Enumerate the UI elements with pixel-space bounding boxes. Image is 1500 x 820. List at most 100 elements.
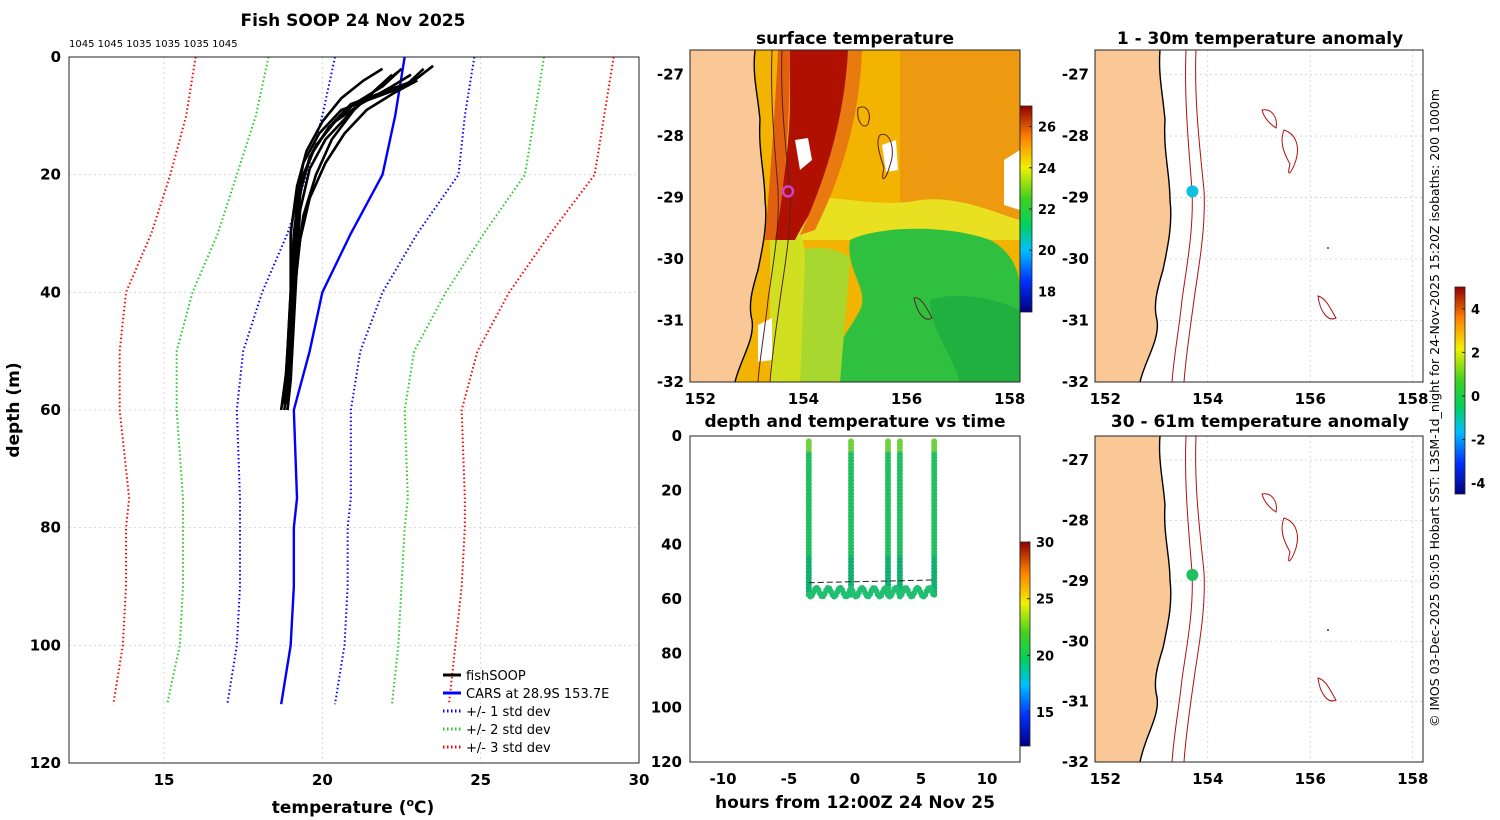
time-xtick-label: -10 bbox=[709, 770, 736, 788]
anomaly-colorbar bbox=[1454, 286, 1466, 495]
std1-high-line bbox=[334, 56, 476, 705]
time-ytick-label: 0 bbox=[672, 427, 682, 445]
anom2-seamount-dot bbox=[1327, 629, 1329, 631]
anom2-seamount-1 bbox=[1261, 493, 1277, 513]
legend-entry: +/- 2 std dev bbox=[466, 723, 551, 738]
map-xtick-label: 152 bbox=[1090, 390, 1121, 408]
sst-coastline bbox=[734, 50, 767, 382]
anom2-seamount-2 bbox=[1281, 517, 1298, 562]
profile-xtick-label: 15 bbox=[154, 771, 175, 789]
map-ytick-label: -32 bbox=[1062, 373, 1089, 391]
time-title: depth and temperature vs time bbox=[705, 412, 1006, 432]
time-ytick-label: 60 bbox=[661, 590, 682, 608]
map-xtick-label: 152 bbox=[685, 390, 716, 408]
map-xtick-label: 158 bbox=[1397, 770, 1428, 788]
anom2-isobath-200 bbox=[1171, 436, 1193, 762]
profile-ytick-label: 80 bbox=[40, 519, 61, 537]
time-xtick-label: 0 bbox=[850, 770, 860, 788]
profile-axes-box bbox=[68, 56, 640, 764]
map-ytick-label: -31 bbox=[657, 312, 684, 330]
std3-low-line bbox=[112, 56, 197, 705]
time-colorbar bbox=[1019, 541, 1031, 747]
profile-legend: fishSOOP CARS at 28.9S 153.7E +/- 1 std de… bbox=[443, 669, 609, 756]
map-ytick-label: -32 bbox=[657, 373, 684, 391]
sst-panel: surface temperature 152 154 156 bbox=[657, 29, 1056, 408]
anom1-seamount-3 bbox=[1317, 295, 1337, 320]
map-xtick-label: 154 bbox=[1192, 390, 1223, 408]
profile-grid bbox=[69, 56, 640, 764]
sst-isobath-1000 bbox=[769, 50, 791, 382]
time-colorbar-ticks: 15 20 25 30 bbox=[1027, 536, 1054, 721]
profile-top-note: 1045 1045 1035 1035 1035 1045 bbox=[69, 39, 238, 50]
colorbar-tick-label: 2 bbox=[1471, 346, 1480, 361]
colorbar-tick-label: 18 bbox=[1038, 285, 1056, 300]
profile-panel: Fish SOOP 24 Nov 2025 1045 1045 1035 103… bbox=[4, 11, 649, 818]
fishsoop-cast-8 bbox=[286, 79, 418, 411]
time-xlabel: hours from 12:00Z 24 Nov 25 bbox=[715, 793, 995, 813]
colorbar-tick-label: 0 bbox=[1471, 390, 1480, 405]
time-xtick-label: 5 bbox=[916, 770, 926, 788]
map-xtick-label: 156 bbox=[891, 390, 922, 408]
map-ytick-label: -29 bbox=[657, 189, 684, 207]
profile-ytick-label: 0 bbox=[51, 48, 61, 66]
anom2-title: 30 - 61m temperature anomaly bbox=[1111, 412, 1409, 432]
time-ytick-label: 100 bbox=[651, 699, 682, 717]
map-ytick-label: -29 bbox=[1062, 572, 1089, 590]
map-xtick-label: 158 bbox=[1397, 390, 1428, 408]
colorbar-tick-label: 20 bbox=[1038, 244, 1056, 259]
time-ytick-label: 80 bbox=[661, 644, 682, 662]
colorbar-tick-label: 30 bbox=[1036, 536, 1054, 551]
tow-track-line bbox=[808, 579, 935, 584]
anom1-seamount-2 bbox=[1281, 129, 1298, 174]
map-ytick-label: -30 bbox=[657, 250, 684, 268]
fishsoop-cast-5 bbox=[286, 73, 393, 411]
sst-coastal-yellow bbox=[770, 208, 805, 382]
map-ytick-label: -31 bbox=[1062, 693, 1089, 711]
anom1-seamount-dot bbox=[1327, 247, 1329, 249]
profile-xlabel: temperature (oC) bbox=[272, 796, 435, 818]
anom1-isobath-200 bbox=[1171, 50, 1193, 382]
map-ytick-label: -30 bbox=[1062, 632, 1089, 650]
fishsoop-cast-1 bbox=[279, 67, 425, 411]
map-ytick-label: -27 bbox=[1062, 66, 1089, 84]
sst-land bbox=[690, 50, 766, 382]
map-ytick-label: -28 bbox=[657, 127, 684, 145]
std3-high-line bbox=[448, 56, 615, 705]
anom1-station-marker bbox=[1186, 185, 1199, 198]
map-xtick-label: 154 bbox=[1192, 770, 1223, 788]
sst-cool-tongue bbox=[930, 295, 1020, 382]
profile-xtick-label: 25 bbox=[470, 771, 491, 789]
legend-entry: +/- 3 std dev bbox=[466, 741, 551, 756]
time-points bbox=[805, 438, 938, 600]
anom1-title: 1 - 30m temperature anomaly bbox=[1117, 29, 1403, 49]
profile-ytick-label: 120 bbox=[30, 754, 61, 772]
map-ytick-label: -28 bbox=[1062, 512, 1089, 530]
sst-eac-outer bbox=[800, 50, 862, 235]
anom2-ticks: 152 154 156 158 -27 -28 -29 -30 -31 -32 bbox=[1062, 451, 1429, 788]
anom2-isobath-1000 bbox=[1183, 436, 1205, 762]
sst-field bbox=[690, 50, 1020, 382]
profile-ytick-label: 20 bbox=[40, 166, 61, 184]
colorbar-tick-label: 26 bbox=[1038, 121, 1056, 136]
map-xtick-label: 156 bbox=[1295, 390, 1326, 408]
time-xtick-label: 10 bbox=[977, 770, 998, 788]
anom1-map bbox=[1095, 50, 1337, 382]
anom2-coastline bbox=[1139, 436, 1172, 762]
colorbar-tick-label: 25 bbox=[1036, 593, 1054, 608]
profile-xtick-label: 20 bbox=[312, 771, 333, 789]
profile-xlabel-sup: o bbox=[406, 796, 414, 809]
anom1-panel: 1 - 30m temperature anomaly 152 154 156 158… bbox=[1062, 29, 1429, 408]
time-ytick-label: 40 bbox=[661, 536, 682, 554]
anom2-axes-box bbox=[1094, 435, 1424, 763]
colorbar-tick-label: 20 bbox=[1036, 649, 1054, 664]
map-ytick-label: -32 bbox=[1062, 753, 1089, 771]
colorbar-tick-label: 4 bbox=[1471, 303, 1480, 318]
time-ytick-label: 20 bbox=[661, 481, 682, 499]
anom2-panel: 30 - 61m temperature anomaly 152 154 156 15… bbox=[1062, 412, 1429, 788]
sst-seamount-1 bbox=[857, 106, 870, 127]
map-ytick-label: -31 bbox=[1062, 312, 1089, 330]
anom2-map bbox=[1095, 436, 1337, 762]
bottom-point bbox=[884, 586, 891, 593]
